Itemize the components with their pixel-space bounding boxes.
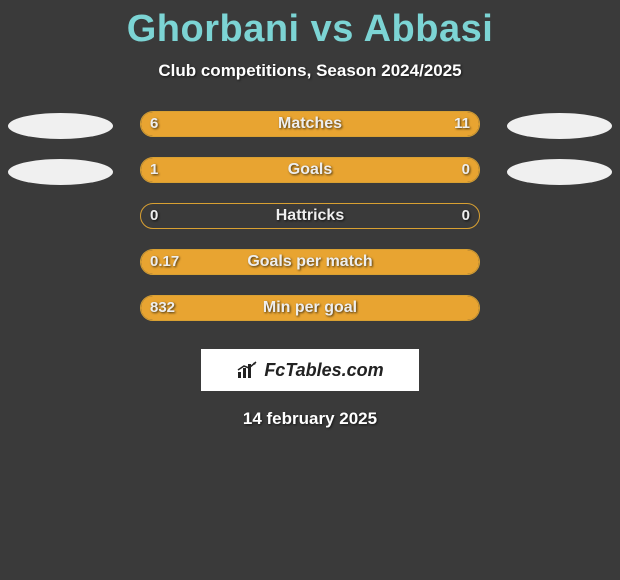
player-badge-left <box>8 113 113 139</box>
player-badge-left <box>8 159 113 185</box>
page-subtitle: Club competitions, Season 2024/2025 <box>0 61 620 81</box>
stat-value-right: 11 <box>454 111 470 137</box>
stat-row: 1 Goals 0 <box>0 157 620 203</box>
page-title: Ghorbani vs Abbasi <box>0 0 620 51</box>
logo-label: FcTables.com <box>264 360 383 381</box>
stat-row: 6 Matches 11 <box>0 111 620 157</box>
stat-value-left: 0 <box>150 203 158 229</box>
stat-value-left: 6 <box>150 111 158 137</box>
bar-right-fill <box>259 112 479 136</box>
stat-bar <box>140 203 480 229</box>
bar-left-fill <box>141 158 411 182</box>
bar-full-fill <box>141 250 479 274</box>
player-badge-right <box>507 159 612 185</box>
stat-row: 0 Hattricks 0 <box>0 203 620 249</box>
stat-bar <box>140 157 480 183</box>
bar-full-fill <box>141 296 479 320</box>
stat-value-right: 0 <box>462 157 470 183</box>
bar-left-fill <box>141 112 259 136</box>
stat-value-left: 0.17 <box>150 249 179 275</box>
stat-bar <box>140 111 480 137</box>
stat-row: 832 Min per goal <box>0 295 620 341</box>
comparison-rows: 6 Matches 11 1 Goals 0 0 Hattricks 0 0.1… <box>0 111 620 341</box>
stat-value-right: 0 <box>462 203 470 229</box>
player-badge-right <box>507 113 612 139</box>
stat-bar <box>140 295 480 321</box>
source-logo: FcTables.com <box>201 349 419 391</box>
stat-value-left: 1 <box>150 157 158 183</box>
stat-row: 0.17 Goals per match <box>0 249 620 295</box>
stat-bar <box>140 249 480 275</box>
date-label: 14 february 2025 <box>0 409 620 429</box>
logo-text: FcTables.com <box>236 360 383 381</box>
stat-value-left: 832 <box>150 295 175 321</box>
chart-icon <box>236 360 260 380</box>
